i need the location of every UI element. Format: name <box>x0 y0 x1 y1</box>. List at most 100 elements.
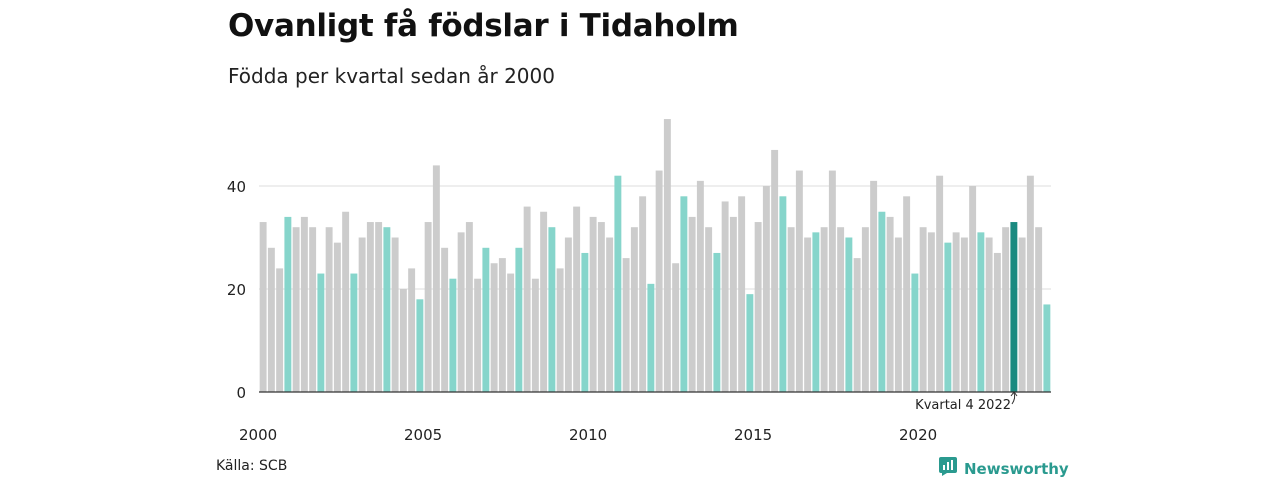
bar <box>564 237 572 392</box>
bar <box>754 222 762 392</box>
bar <box>1018 237 1026 392</box>
source-note: Källa: SCB <box>216 458 288 474</box>
bar <box>1010 222 1018 392</box>
y-tick-label: 40 <box>227 178 246 196</box>
bar <box>597 222 605 392</box>
bar <box>366 222 374 392</box>
bar <box>1002 227 1010 392</box>
annotation-label: Kvartal 4 2022 <box>915 398 1011 413</box>
bar <box>507 273 515 392</box>
bar <box>993 252 1001 392</box>
bar <box>490 263 498 392</box>
bar <box>465 222 473 392</box>
bar <box>573 206 581 392</box>
bar <box>812 232 820 392</box>
chart-title: Ovanligt få födslar i Tidaholm <box>228 8 739 44</box>
bar <box>804 237 812 392</box>
bar <box>680 196 688 392</box>
bar <box>614 175 622 392</box>
bar <box>350 273 358 392</box>
bar <box>606 237 614 392</box>
bar <box>894 237 902 392</box>
bar <box>300 216 308 392</box>
bar <box>284 216 292 392</box>
bar <box>1026 175 1034 392</box>
annotation-arrow <box>1011 392 1016 405</box>
bar <box>540 211 548 392</box>
bar <box>903 196 911 392</box>
bar <box>837 227 845 392</box>
y-tick-label: 0 <box>236 384 246 402</box>
bar <box>531 278 539 392</box>
annotation-arrowhead <box>1010 391 1018 397</box>
bar <box>969 186 977 392</box>
bar <box>647 283 655 392</box>
x-tick-label: 2020 <box>899 426 937 444</box>
bar <box>762 186 770 392</box>
brand-name: Newsworthy <box>964 459 1069 478</box>
bar <box>828 170 836 392</box>
bar <box>523 206 531 392</box>
bar <box>663 119 671 393</box>
bar <box>861 227 869 392</box>
bar <box>853 258 861 392</box>
x-tick-label: 2000 <box>239 426 277 444</box>
bar <box>259 222 267 392</box>
bar <box>581 252 589 392</box>
bar <box>333 242 341 392</box>
bar <box>655 170 663 392</box>
bar <box>787 227 795 392</box>
bar <box>713 252 721 392</box>
bar <box>449 278 457 392</box>
bar <box>845 237 853 392</box>
x-tick-label: 2005 <box>404 426 442 444</box>
bar <box>771 149 779 392</box>
bar <box>944 242 952 392</box>
x-tick-label: 2010 <box>569 426 607 444</box>
bar <box>688 216 696 392</box>
bar <box>622 258 630 392</box>
bar <box>441 247 449 392</box>
bar <box>474 278 482 392</box>
bar <box>416 299 424 392</box>
bar <box>977 232 985 392</box>
bar <box>746 294 754 392</box>
bar <box>383 227 391 392</box>
bar <box>399 289 407 392</box>
bar <box>878 211 886 392</box>
bar <box>911 273 919 392</box>
chart-subtitle: Födda per kvartal sedan år 2000 <box>228 64 555 88</box>
bar <box>556 268 564 392</box>
bar <box>820 227 828 392</box>
bar <box>424 222 432 392</box>
bar <box>498 258 506 392</box>
bar <box>639 196 647 392</box>
bar <box>738 196 746 392</box>
bar <box>432 165 440 392</box>
bar <box>325 227 333 392</box>
bar <box>705 227 713 392</box>
bar <box>276 268 284 392</box>
bar <box>985 237 993 392</box>
bar <box>672 263 680 392</box>
bar <box>375 222 383 392</box>
bar <box>729 216 737 392</box>
bar <box>1043 304 1051 392</box>
bar <box>358 237 366 392</box>
bar <box>630 227 638 392</box>
y-tick-label: 20 <box>227 281 246 299</box>
bar <box>309 227 317 392</box>
bar <box>1035 227 1043 392</box>
bar <box>952 232 960 392</box>
bar <box>391 237 399 392</box>
bar <box>870 180 878 392</box>
newsworthy-logo-icon <box>938 456 958 481</box>
bar <box>919 227 927 392</box>
brand-logo[interactable]: Newsworthy <box>938 456 1069 481</box>
bar <box>795 170 803 392</box>
bar <box>936 175 944 392</box>
bar <box>292 227 300 392</box>
bar <box>408 268 416 392</box>
bar <box>589 216 597 392</box>
